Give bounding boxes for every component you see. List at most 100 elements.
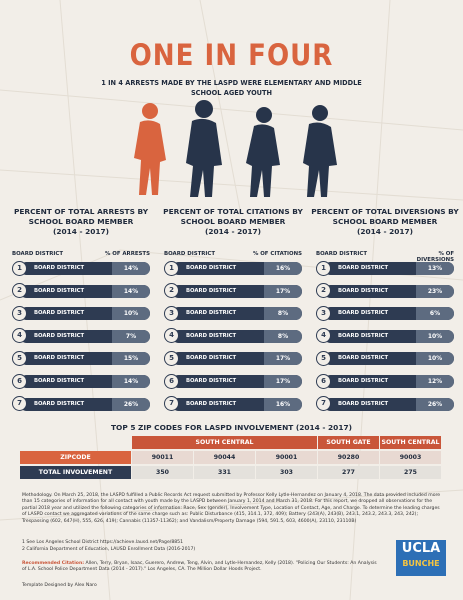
row-value: 15% <box>123 355 139 363</box>
column-head: % OF CITATIONS <box>252 251 302 257</box>
table-cell: 90011 <box>132 451 193 464</box>
logo-bottom: BUNCHE <box>402 559 440 568</box>
row-pill: BOARD DISTRICT 10% <box>20 307 150 321</box>
value-zone <box>264 352 302 366</box>
row-value: 8% <box>277 332 289 340</box>
district-number: 7 <box>316 396 331 412</box>
row-label: BOARD DISTRICT <box>186 332 237 339</box>
row-value: 17% <box>275 378 291 385</box>
row-pill: BOARD DISTRICT 26% <box>20 397 150 411</box>
row-pill: BOARD DISTRICT 10% <box>324 329 454 343</box>
row-value: 17% <box>275 287 291 295</box>
district-number: 7 <box>164 396 179 412</box>
row-pill: BOARD DISTRICT 14% <box>20 375 150 388</box>
section-period: (2014 - 2017) <box>356 227 414 236</box>
row-pill: BOARD DISTRICT 13% <box>324 262 454 275</box>
row-pill: BOARD DISTRICT 17% <box>172 352 302 366</box>
footnote: 2 California Department of Education, LA… <box>22 547 196 552</box>
section-period: (2014 - 2017) <box>52 227 110 236</box>
district-number: 2 <box>164 283 179 299</box>
row-label: BOARD DISTRICT <box>338 265 389 271</box>
table-cell: 350 <box>132 466 193 479</box>
value-zone <box>416 307 454 321</box>
row-value: 6% <box>429 310 441 318</box>
row-label: BOARD DISTRICT <box>338 332 389 339</box>
section-title: PERCENT OF TOTAL CITATIONS BY SCHOOL BOA… <box>163 207 303 226</box>
row-pill: BOARD DISTRICT 8% <box>172 329 302 343</box>
value-zone <box>416 352 454 366</box>
table-cell: 90280 <box>318 451 379 464</box>
row-label: BOARD DISTRICT <box>34 378 85 384</box>
row-pill: BOARD DISTRICT 10% <box>324 352 454 366</box>
row-value: 7% <box>125 332 137 340</box>
row-pill: BOARD DISTRICT 7% <box>20 329 150 343</box>
value-zone <box>112 397 150 411</box>
citation-label: Recommended Citation: <box>22 561 85 566</box>
row-label: BOARD DISTRICT <box>186 378 237 384</box>
value-zone <box>416 284 454 298</box>
row-value: 14% <box>123 287 139 295</box>
column-head: BOARD DISTRICT <box>164 251 216 257</box>
value-zone <box>112 284 150 298</box>
citation-text: Allen, Terry, Bryan, Isaac, Guerero, And… <box>22 561 377 573</box>
row-label: BOARD DISTRICT <box>338 378 389 384</box>
section-title: PERCENT OF TOTAL ARRESTS BY SCHOOL BOARD… <box>13 207 149 226</box>
subtitle: 1 IN 4 ARRESTS MADE BY THE LASPD WERE EL… <box>101 79 362 97</box>
row-pill: BOARD DISTRICT 17% <box>172 284 302 298</box>
row-pill: BOARD DISTRICT 12% <box>324 375 454 388</box>
row-value: 14% <box>123 265 139 272</box>
row-label: BOARD DISTRICT <box>34 287 85 294</box>
row-pill: BOARD DISTRICT 16% <box>172 397 302 411</box>
row-pill: BOARD DISTRICT 6% <box>324 307 454 321</box>
row-value: 23% <box>427 287 443 295</box>
district-number: 2 <box>12 283 27 299</box>
logo: UCLA BUNCHE <box>396 540 446 576</box>
value-zone <box>264 397 302 411</box>
title: ONE IN FOUR <box>129 38 334 72</box>
row-value: 26% <box>427 400 443 408</box>
row-label: BOARD DISTRICT <box>338 287 389 294</box>
methodology: Methodology. On March 25, 2018, the LASP… <box>22 493 441 524</box>
district-number: 5 <box>12 350 27 366</box>
district-number: 3 <box>316 305 331 321</box>
row-label: BOARD DISTRICT <box>186 400 237 407</box>
row-pill: BOARD DISTRICT 16% <box>172 262 302 275</box>
row-pill: BOARD DISTRICT 26% <box>324 397 454 411</box>
group-header: SOUTH CENTRAL <box>380 436 441 449</box>
value-zone <box>112 262 150 275</box>
value-zone <box>416 329 454 343</box>
district-number: 4 <box>316 328 331 344</box>
district-number: 4 <box>12 328 27 344</box>
row-header: TOTAL INVOLVEMENT <box>20 466 131 479</box>
row-label: BOARD DISTRICT <box>34 355 85 362</box>
district-number: 6 <box>164 373 179 389</box>
district-number: 3 <box>12 305 27 321</box>
citation: Recommended Citation: Allen, Terry, Brya… <box>22 561 382 574</box>
district-number: 6 <box>12 373 27 389</box>
value-zone <box>416 262 454 275</box>
value-zone <box>264 284 302 298</box>
row-value: 16% <box>275 400 291 408</box>
table-cell: 90001 <box>256 451 317 464</box>
district-number: 5 <box>316 350 331 366</box>
district-number: 1 <box>12 260 27 276</box>
table-cell: 90044 <box>194 451 255 464</box>
row-value: 10% <box>427 332 443 340</box>
district-number: 5 <box>164 350 179 366</box>
value-zone <box>112 375 150 388</box>
row-label: BOARD DISTRICT <box>34 310 85 317</box>
table-cell: 90003 <box>380 451 441 464</box>
row-value: 10% <box>123 310 139 318</box>
student-silhouettes <box>134 100 337 197</box>
row-label: BOARD DISTRICT <box>186 310 237 317</box>
value-zone <box>264 307 302 321</box>
district-number: 2 <box>316 283 331 299</box>
logo-top: UCLA <box>401 541 441 556</box>
row-pill: BOARD DISTRICT 23% <box>324 284 454 298</box>
group-header: SOUTH GATE <box>318 436 379 449</box>
row-pill: BOARD DISTRICT 14% <box>20 262 150 275</box>
row-header: ZIPCODE <box>20 451 131 464</box>
column-head: BOARD DISTRICT <box>316 251 368 257</box>
